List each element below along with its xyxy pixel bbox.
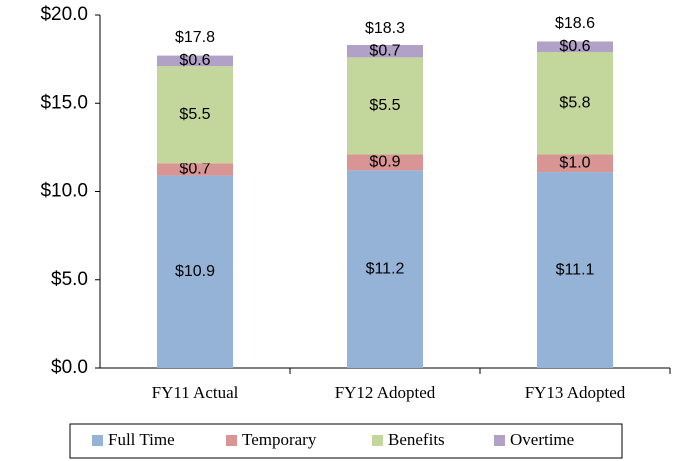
bar-segment [347,45,423,58]
data-label: $1.0 [559,154,590,171]
x-tick-label: FY13 Adopted [525,383,626,402]
data-label: $10.9 [175,263,215,280]
data-label: $0.7 [369,42,400,59]
y-tick-label: $5.0 [51,269,88,290]
bar-segment [537,172,613,368]
bar-segment [347,170,423,368]
legend-swatch [226,435,237,446]
legend-label: Overtime [510,430,574,449]
total-label: $18.3 [365,20,405,37]
y-tick-label: $10.0 [40,181,88,202]
bar-segment [537,41,613,53]
bar-segment [157,66,233,164]
y-tick-label: $20.0 [40,4,88,25]
data-label: $11.1 [556,261,595,278]
bar-segment [537,52,613,155]
data-label: $5.5 [369,97,400,114]
data-label: $11.2 [366,260,405,277]
legend-label: Temporary [242,430,317,449]
bar-segment [157,55,233,67]
y-tick-label: $15.0 [40,92,88,113]
legend-label: Full Time [108,430,175,449]
bar-segment [347,154,423,171]
data-label: $0.9 [369,154,400,171]
data-label: $0.6 [179,52,210,69]
bar-segment [347,57,423,155]
x-tick-label: FY12 Adopted [335,383,436,402]
legend-box [69,423,623,459]
legend-swatch [372,435,383,446]
data-label: $0.7 [179,161,210,178]
legend-swatch [92,435,103,446]
total-label: $17.8 [175,29,215,46]
data-label: $5.5 [179,106,210,123]
data-label: $5.8 [559,94,590,111]
x-tick-label: FY11 Actual [152,383,239,402]
legend-label: Benefits [388,430,445,449]
legend-swatch [494,435,505,446]
bar-segment [157,175,233,368]
total-label: $18.6 [555,15,595,32]
y-tick-label: $0.0 [51,357,88,378]
data-label: $0.6 [559,38,590,55]
bar-segment [537,154,613,173]
bar-segment [157,163,233,176]
